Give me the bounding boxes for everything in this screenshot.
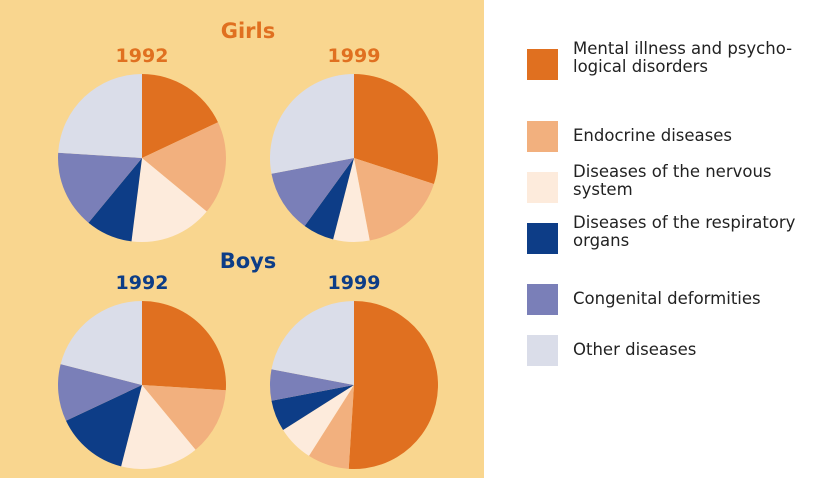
group-title: Boys [220,249,277,273]
pie-slice [121,385,196,470]
pie-slice [58,74,142,158]
pie-slice [354,158,434,241]
pie-slice [88,158,142,242]
legend-swatch [527,172,558,203]
pie-slice [65,385,142,467]
legend-label: Endocrine diseases [573,126,733,145]
pie-slice [270,74,354,174]
pie-title: 1992 [116,272,169,294]
pie-slice [333,158,370,242]
pie-title: 1999 [328,272,381,294]
legend-swatch [527,121,558,152]
pie-slice [142,385,226,450]
pie-slice [271,301,354,385]
legend-swatch [527,335,558,366]
legend-swatch [527,49,558,80]
pie-slice [354,74,438,184]
pie-slice [131,158,207,242]
legend-swatch [527,223,558,254]
pie-slice [142,301,226,391]
legend-label: Diseases of the nervous system [573,162,772,199]
pie-slice [57,364,142,421]
pie-slice [142,74,219,158]
pie-slice [348,301,438,470]
pie-title: 1992 [116,45,169,67]
pie-slice [304,158,354,240]
pie-slice [283,385,354,456]
pie-title: 1999 [328,45,381,67]
pie-slice [60,301,142,385]
pie-slice [271,158,354,226]
legend-label: Other diseases [573,340,697,359]
legend-label: Diseases of the respiratory organs [573,213,796,250]
pie-slice [142,122,226,212]
legend-label: Mental illness and psycho- logical disor… [573,39,793,76]
pie-slice [271,385,354,431]
pie-slice [308,385,354,469]
group-title: Girls [221,19,276,43]
legend-label: Congenital deformities [573,289,761,308]
pie-slice [270,369,354,401]
legend-swatch [527,284,558,315]
pie-slice [58,152,142,223]
